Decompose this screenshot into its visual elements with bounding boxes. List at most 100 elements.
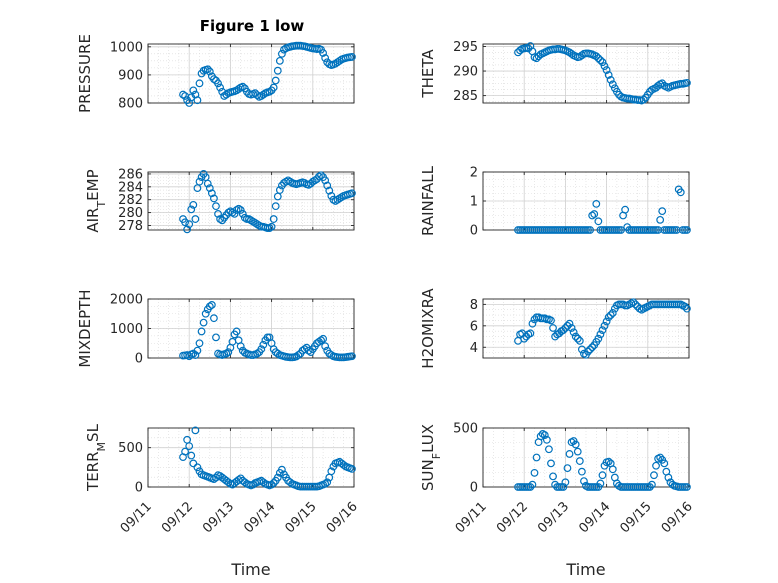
y-tick-label: 6 (470, 319, 478, 334)
data-point (348, 189, 356, 198)
y-label-main: SUN (419, 459, 437, 491)
y-axis-label: SUNFLUX (419, 424, 443, 491)
y-axis-label: TERRMSL (84, 423, 108, 492)
data-point (565, 319, 574, 328)
data-point (532, 453, 541, 462)
y-axis-label: MIXDEPTH (76, 289, 94, 367)
data-point (680, 302, 689, 311)
data-point (348, 352, 356, 361)
x-tick-label: 09/16 (659, 499, 696, 536)
data-point (650, 471, 658, 480)
data-point (269, 479, 278, 487)
data-point (547, 316, 555, 325)
data-point (536, 432, 545, 441)
data-point (617, 226, 625, 234)
data-point (286, 478, 295, 487)
data-point (275, 56, 284, 65)
data-point (236, 206, 245, 214)
data-point (660, 459, 669, 468)
data-point (594, 217, 603, 226)
data-point (656, 453, 665, 462)
data-point (629, 298, 638, 307)
subplot-terr-msl: 0 500 TERRMSL 09/11 09/12 09/13 09/14 09/15 09/1… (84, 423, 361, 579)
data-point (185, 220, 194, 229)
data-point (259, 478, 268, 487)
data-point (249, 480, 257, 489)
data-point (542, 435, 551, 444)
data-point (602, 317, 611, 326)
data-point (325, 186, 334, 195)
data-point (280, 45, 288, 54)
data-point (683, 78, 691, 87)
data-point (567, 324, 576, 332)
data-point (549, 324, 557, 332)
data-point (317, 336, 325, 345)
y-tick-label: 500 (453, 422, 478, 437)
data-point (631, 300, 640, 309)
data-point (547, 459, 555, 468)
data-point (187, 205, 196, 214)
data-point (189, 459, 198, 468)
data-point (621, 205, 630, 214)
data-point (664, 473, 673, 482)
x-tick-label: 09/13 (535, 499, 572, 536)
data-point (185, 442, 194, 450)
data-point (212, 333, 220, 342)
y-tick-label: 4 (470, 341, 478, 356)
data-point (676, 188, 685, 197)
data-point (319, 334, 328, 343)
data-point (571, 332, 580, 341)
x-tick-label: 09/13 (200, 499, 237, 536)
y-tick-label: 1000 (110, 322, 143, 337)
data-point (210, 314, 218, 323)
data-point (600, 321, 609, 330)
data-point (569, 328, 578, 337)
data-point (232, 327, 241, 336)
data-point (559, 326, 568, 335)
data-point (216, 83, 225, 92)
data-point (259, 340, 268, 349)
data-point (236, 474, 245, 483)
y-tick-label: 280 (118, 206, 143, 221)
data-point (594, 54, 603, 63)
figure-title: Figure 1 low (200, 17, 305, 35)
y-label-subscript: M (95, 442, 108, 452)
y-axis-label: THETA (419, 49, 437, 99)
data-point (193, 96, 202, 105)
data-point (187, 451, 196, 460)
data-point (269, 215, 278, 223)
data-point (205, 302, 214, 311)
x-tick-label: 09/12 (494, 499, 531, 536)
y-axis-label: RAINFALL (419, 165, 437, 236)
data-point (596, 56, 605, 65)
data-point (588, 343, 597, 352)
data-point (212, 202, 220, 211)
data-point (189, 200, 198, 209)
axes-box (147, 43, 355, 104)
y-tick-label: 0 (470, 224, 478, 239)
data-point (563, 464, 572, 473)
data-point (197, 327, 206, 336)
data-point (271, 76, 280, 85)
data-point (559, 483, 568, 491)
data-point (181, 218, 189, 227)
data-point (571, 440, 580, 449)
data-point (205, 67, 214, 76)
data-point (339, 461, 348, 469)
data-point (608, 465, 617, 474)
data-point (528, 319, 537, 328)
y-tick-label: 8 (470, 298, 478, 313)
y-label-main: AIR (84, 208, 102, 233)
data-point (273, 66, 282, 75)
data-point (520, 334, 529, 343)
data-point (210, 475, 218, 484)
data-point (230, 209, 239, 218)
data-point (600, 62, 609, 71)
data-point (567, 49, 576, 58)
data-point (278, 465, 286, 474)
axes-box (147, 171, 355, 231)
data-point (278, 49, 286, 58)
subplot-theta: 285 290 295 THETA (419, 40, 691, 105)
y-tick-label: 2 (470, 166, 478, 181)
data-point (203, 179, 212, 188)
